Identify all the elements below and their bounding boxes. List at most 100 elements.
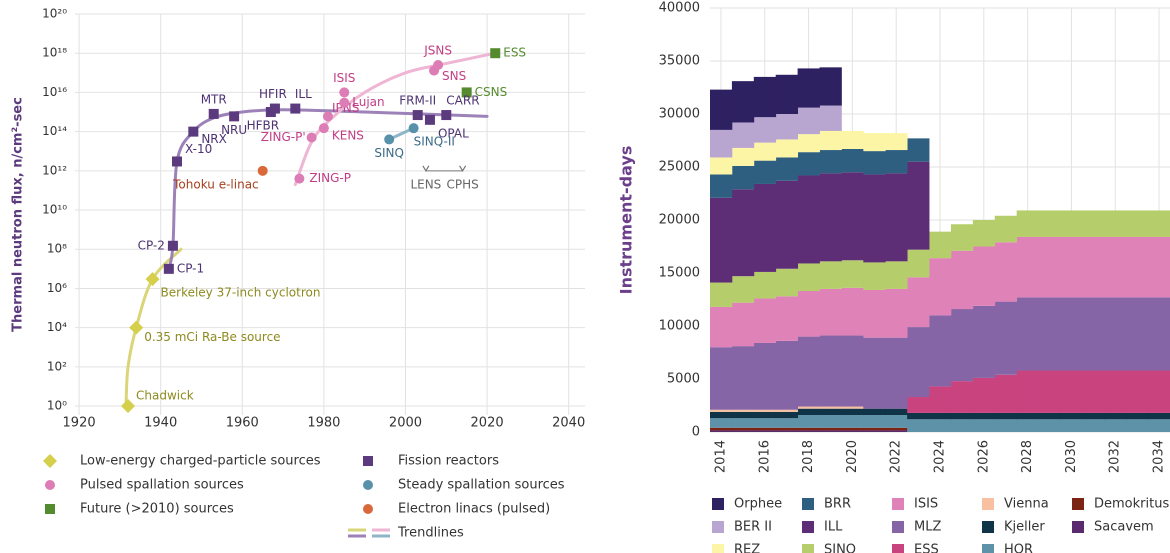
area-segment xyxy=(1126,412,1149,420)
point xyxy=(490,48,501,59)
area-segment xyxy=(1126,370,1149,413)
area-segment xyxy=(1148,297,1170,371)
area-segment xyxy=(797,427,820,431)
area-segment xyxy=(1082,412,1105,420)
area-segment xyxy=(710,347,733,410)
area-segment xyxy=(775,268,799,297)
legend-swatch xyxy=(1072,521,1084,533)
y-tick-label: 30000 xyxy=(659,107,700,122)
area-segment xyxy=(907,138,930,162)
point xyxy=(384,134,395,145)
x-tick-label: 2034 xyxy=(1152,440,1167,473)
area-segment xyxy=(1104,412,1127,420)
area-segment xyxy=(863,337,886,409)
area-segment xyxy=(1104,236,1127,298)
x-tick-label: 2000 xyxy=(389,416,422,431)
area-segment xyxy=(1016,236,1039,298)
legend-swatch xyxy=(712,544,724,553)
legend-label: Fission reactors xyxy=(398,454,499,469)
x-tick-label: 2024 xyxy=(933,440,948,473)
x-tick-label: 2028 xyxy=(1020,440,1035,473)
legend-label: Pulsed spallation sources xyxy=(80,478,244,493)
area-segment xyxy=(994,242,1018,302)
area-segment xyxy=(753,183,777,272)
area-segment xyxy=(863,262,886,290)
point-label: JSNS xyxy=(423,44,452,58)
legend-label: Orphee xyxy=(734,497,782,512)
area-segment xyxy=(819,150,842,174)
area-segment xyxy=(731,165,755,190)
area-segment xyxy=(775,139,799,158)
area-segment xyxy=(753,427,777,431)
y-tick-label: 10¹⁶ xyxy=(42,85,67,99)
x-tick-label: 2030 xyxy=(1064,440,1079,473)
area-segment xyxy=(950,419,974,432)
x-tick-label: 2014 xyxy=(713,440,728,473)
area-segment xyxy=(797,107,820,135)
area-segment xyxy=(994,301,1018,375)
legend-swatch xyxy=(802,498,814,510)
legend-label: MLZ xyxy=(914,520,941,535)
legend-label: ISIS xyxy=(914,497,938,512)
area-segment xyxy=(819,427,842,431)
area-segment xyxy=(753,117,777,143)
area-segment xyxy=(710,89,733,130)
area-segment xyxy=(972,412,996,420)
area-segment xyxy=(797,406,820,409)
legend-swatch xyxy=(982,544,994,553)
point-label: Tohoku e-linac xyxy=(172,177,259,191)
area-segment xyxy=(1060,419,1083,432)
point-label: FRM-II xyxy=(399,94,436,108)
area-segment xyxy=(1148,236,1170,298)
legend-label: BRR xyxy=(824,497,851,512)
area-segment xyxy=(775,114,799,140)
y-tick-label: 10² xyxy=(47,359,67,373)
y-tick-label: 15000 xyxy=(659,266,700,281)
y-tick-label: 10¹² xyxy=(42,163,67,177)
area-segment xyxy=(994,215,1018,243)
point-label: Lujan xyxy=(352,95,384,109)
area-segment xyxy=(950,309,974,382)
point-label: CP-1 xyxy=(177,261,204,275)
area-segment xyxy=(731,147,755,166)
area-segment xyxy=(1126,210,1149,237)
area-segment xyxy=(1060,236,1083,298)
area-segment xyxy=(710,174,733,198)
point xyxy=(163,263,174,274)
area-segment xyxy=(731,276,755,303)
point-label: X-10 xyxy=(185,142,212,156)
area-segment xyxy=(775,340,799,410)
point-label: NRU xyxy=(221,123,247,137)
point-label: Berkeley 37-inch cyclotron xyxy=(161,286,321,300)
area-segment xyxy=(907,327,930,398)
x-tick-label: 1960 xyxy=(226,416,259,431)
area-segment xyxy=(1038,236,1061,298)
point-label: CSNS xyxy=(475,85,508,99)
area-segment xyxy=(753,142,777,161)
y-tick-label: 10⁴ xyxy=(47,320,67,334)
point-label: SNS xyxy=(442,69,466,83)
area-segment xyxy=(972,246,996,306)
x-tick-label: 2016 xyxy=(757,440,772,473)
area-segment xyxy=(907,419,930,432)
area-segment xyxy=(907,397,930,413)
area-segment xyxy=(885,415,908,428)
legend-label: Low-energy charged-particle sources xyxy=(80,454,321,469)
area-segment xyxy=(775,296,799,341)
y-tick-label: 25000 xyxy=(659,160,700,175)
area-segment xyxy=(797,408,820,416)
legend-label: Kjeller xyxy=(1004,520,1045,535)
legend-swatch xyxy=(802,521,814,533)
area-segment xyxy=(775,74,799,114)
area-segment xyxy=(885,337,908,409)
area-segment xyxy=(819,261,842,289)
area-segment xyxy=(819,408,842,416)
area-segment xyxy=(1148,370,1170,413)
point xyxy=(408,123,419,134)
area-segment xyxy=(1104,210,1127,237)
area-segment xyxy=(797,152,820,176)
legend-swatch xyxy=(892,521,904,533)
point xyxy=(306,132,317,143)
legend-label: Sacavem xyxy=(1094,520,1154,535)
